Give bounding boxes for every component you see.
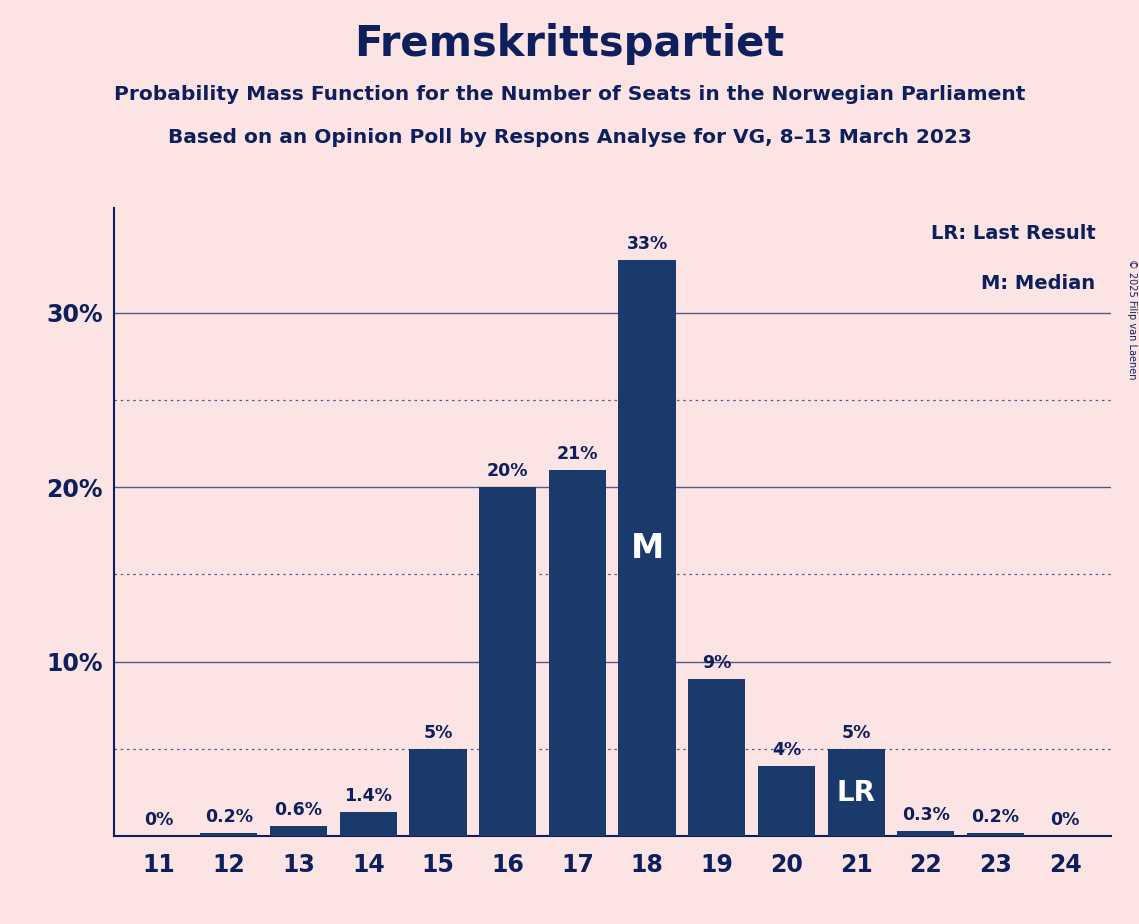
Text: Probability Mass Function for the Number of Seats in the Norwegian Parliament: Probability Mass Function for the Number… bbox=[114, 85, 1025, 104]
Text: 20%: 20% bbox=[486, 462, 528, 480]
Bar bbox=[409, 749, 467, 836]
Text: 0%: 0% bbox=[145, 811, 174, 829]
Text: 5%: 5% bbox=[842, 724, 871, 742]
Bar bbox=[480, 487, 536, 836]
Bar bbox=[828, 749, 885, 836]
Text: 9%: 9% bbox=[702, 654, 731, 672]
Text: 5%: 5% bbox=[424, 724, 452, 742]
Text: 1.4%: 1.4% bbox=[344, 787, 392, 805]
Bar bbox=[898, 831, 954, 836]
Text: LR: LR bbox=[837, 779, 876, 807]
Bar bbox=[549, 469, 606, 836]
Bar bbox=[967, 833, 1024, 836]
Text: 0.3%: 0.3% bbox=[902, 806, 950, 824]
Bar bbox=[618, 261, 675, 836]
Text: 33%: 33% bbox=[626, 236, 667, 253]
Text: Fremskrittspartiet: Fremskrittspartiet bbox=[354, 23, 785, 65]
Text: M: Median: M: Median bbox=[982, 274, 1096, 293]
Text: 0%: 0% bbox=[1050, 811, 1080, 829]
Bar bbox=[200, 833, 257, 836]
Text: 0.2%: 0.2% bbox=[205, 808, 253, 826]
Text: LR: Last Result: LR: Last Result bbox=[931, 224, 1096, 243]
Bar bbox=[688, 679, 745, 836]
Bar bbox=[339, 812, 396, 836]
Text: © 2025 Filip van Laenen: © 2025 Filip van Laenen bbox=[1126, 259, 1137, 379]
Text: 0.2%: 0.2% bbox=[972, 808, 1019, 826]
Text: 0.6%: 0.6% bbox=[274, 801, 322, 819]
Text: Based on an Opinion Poll by Respons Analyse for VG, 8–13 March 2023: Based on an Opinion Poll by Respons Anal… bbox=[167, 128, 972, 147]
Text: 4%: 4% bbox=[772, 741, 801, 760]
Bar bbox=[270, 826, 327, 836]
Bar bbox=[757, 766, 816, 836]
Text: M: M bbox=[630, 531, 664, 565]
Text: 21%: 21% bbox=[557, 444, 598, 463]
